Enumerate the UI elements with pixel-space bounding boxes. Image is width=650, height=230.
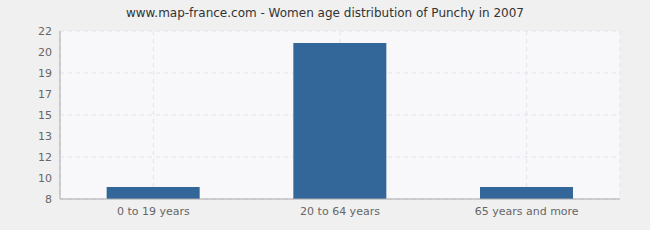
svg-text:22: 22 — [38, 25, 52, 38]
svg-text:65 years and more: 65 years and more — [475, 205, 579, 218]
svg-text:19: 19 — [38, 67, 52, 80]
svg-text:0 to 19 years: 0 to 19 years — [117, 205, 190, 218]
svg-text:13: 13 — [38, 130, 52, 143]
svg-text:8: 8 — [45, 193, 52, 206]
html-text:www.map-france.com - Women age: www.map-france.com - Women age distribut… — [126, 6, 524, 20]
svg-text:12: 12 — [38, 151, 52, 164]
svg-text:17: 17 — [38, 88, 52, 101]
svg-text:10: 10 — [38, 172, 52, 185]
svg-text:15: 15 — [38, 109, 52, 122]
svg-text:20 to 64 years: 20 to 64 years — [300, 205, 380, 218]
svg-text:20: 20 — [38, 46, 52, 59]
